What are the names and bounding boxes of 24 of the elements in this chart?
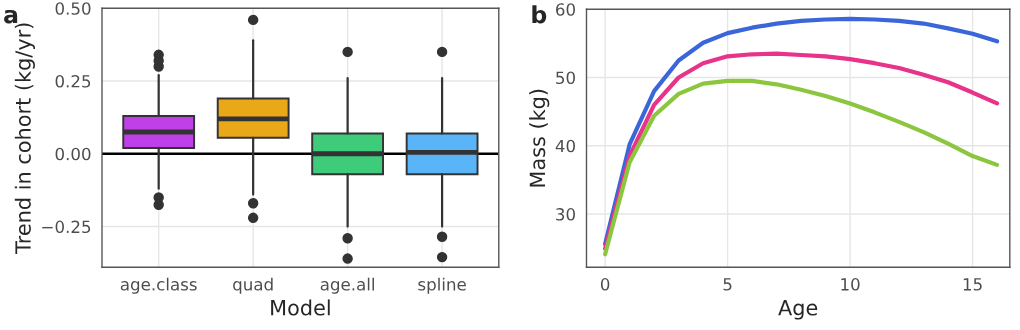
x-axis-title: Age	[778, 300, 818, 320]
x-tick-label: 5	[723, 278, 732, 291]
y-tick-label: 50	[556, 71, 575, 85]
x-tick-label: 15	[963, 278, 982, 291]
x-tick-label: age.class	[120, 277, 197, 294]
text: b	[532, 5, 547, 24]
line-series	[603, 78, 1000, 257]
x-tick-label: age.all	[320, 277, 374, 294]
y-tick-label: 0.00	[55, 147, 91, 161]
y-axis-title: Mass (kg)	[529, 89, 550, 187]
y-tick-label: 40	[555, 139, 575, 153]
y-tick-label: 60	[556, 3, 575, 16]
y-axis-title: Trend in cohort (kg/yr)	[14, 23, 35, 254]
x-axis-title: Model	[271, 299, 330, 316]
y-tick-label: 0.50	[55, 2, 91, 15]
line-series	[603, 16, 1000, 247]
x-tick-label: quad	[233, 277, 273, 294]
y-tick-label: −0.25	[42, 220, 91, 234]
y-tick-label: 0.25	[55, 74, 91, 88]
y-tick-label: 30	[556, 208, 575, 221]
x-tick-label: spline	[418, 277, 466, 294]
x-tick-label: 0	[600, 278, 610, 291]
text: a	[4, 9, 18, 24]
x-tick-label: 10	[841, 278, 860, 291]
